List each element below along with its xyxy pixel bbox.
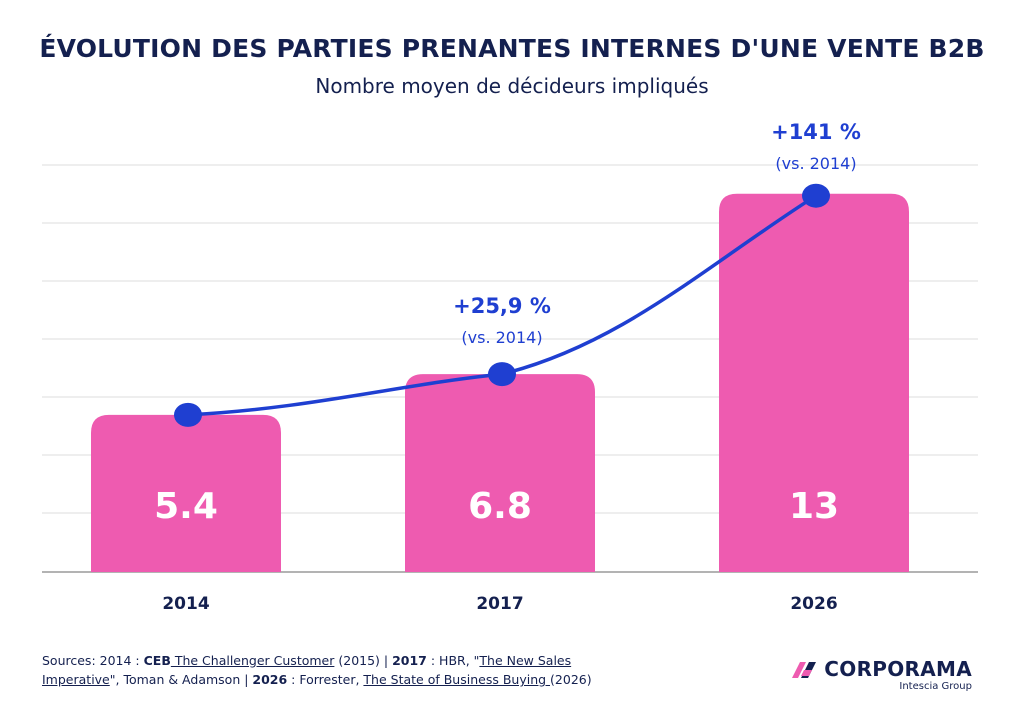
annotation-baseline: (vs. 2014) (461, 328, 542, 347)
bar-2026 (719, 193, 909, 572)
source-2-tail: ", Toman & Adamson | (109, 672, 253, 687)
bar-2014 (91, 414, 281, 572)
brand-block: CORPORAMA Intescia Group (790, 657, 972, 692)
x-tick-label: 2014 (162, 594, 209, 614)
source-3-tail: (2026) (550, 672, 592, 687)
brand-name: CORPORAMA (824, 657, 972, 681)
bar-chart: 5.4 2014 6.8 2017 13 2026 +25,9 % (vs. 2014) +14… (42, 120, 978, 614)
source-3-org: : Forrester, (287, 672, 364, 687)
trend-point-2026 (802, 183, 830, 208)
corporama-logo-icon (792, 662, 817, 678)
brand-subtitle: Intescia Group (899, 681, 972, 692)
trend-line (174, 183, 830, 427)
source-2-org: : HBR, " (426, 653, 480, 668)
bar-value-label: 6.8 (468, 486, 532, 527)
source-3-year: 2026 (252, 672, 288, 687)
source-2-year: 2017 (392, 653, 427, 668)
source-2-title-b[interactable]: Imperative (42, 672, 110, 687)
source-3-title[interactable]: The State of Business Buying (363, 672, 551, 687)
trend-point-2014 (174, 402, 202, 427)
bar-value-label: 13 (789, 486, 839, 527)
source-1-org: CEB (143, 653, 171, 668)
bar-value-label: 5.4 (154, 486, 218, 527)
labels: 5.4 2014 6.8 2017 13 2026 +25,9 % (vs. 2014) +14… (154, 120, 861, 614)
trend-point-2017 (488, 362, 516, 387)
bar-2017 (405, 374, 595, 572)
x-tick-label: 2026 (790, 594, 837, 614)
chart-subtitle: Nombre moyen de décideurs impliqués (315, 74, 709, 98)
annotation-change: +25,9 % (453, 294, 551, 318)
source-1-title[interactable]: The Challenger Customer (170, 653, 335, 668)
chart-title: ÉVOLUTION DES PARTIES PRENANTES INTERNES… (39, 34, 985, 63)
annotation-baseline: (vs. 2014) (775, 154, 856, 173)
source-1-year: (2015) | (334, 653, 393, 668)
sources-note: Sources: 2014 : CEB The Challenger Custo… (42, 651, 682, 689)
sources-prefix: Sources: 2014 : (42, 653, 144, 668)
bars (91, 193, 909, 572)
source-2-title-a[interactable]: The New Sales (479, 653, 572, 668)
annotation-change: +141 % (771, 120, 861, 144)
x-tick-label: 2017 (476, 594, 523, 614)
